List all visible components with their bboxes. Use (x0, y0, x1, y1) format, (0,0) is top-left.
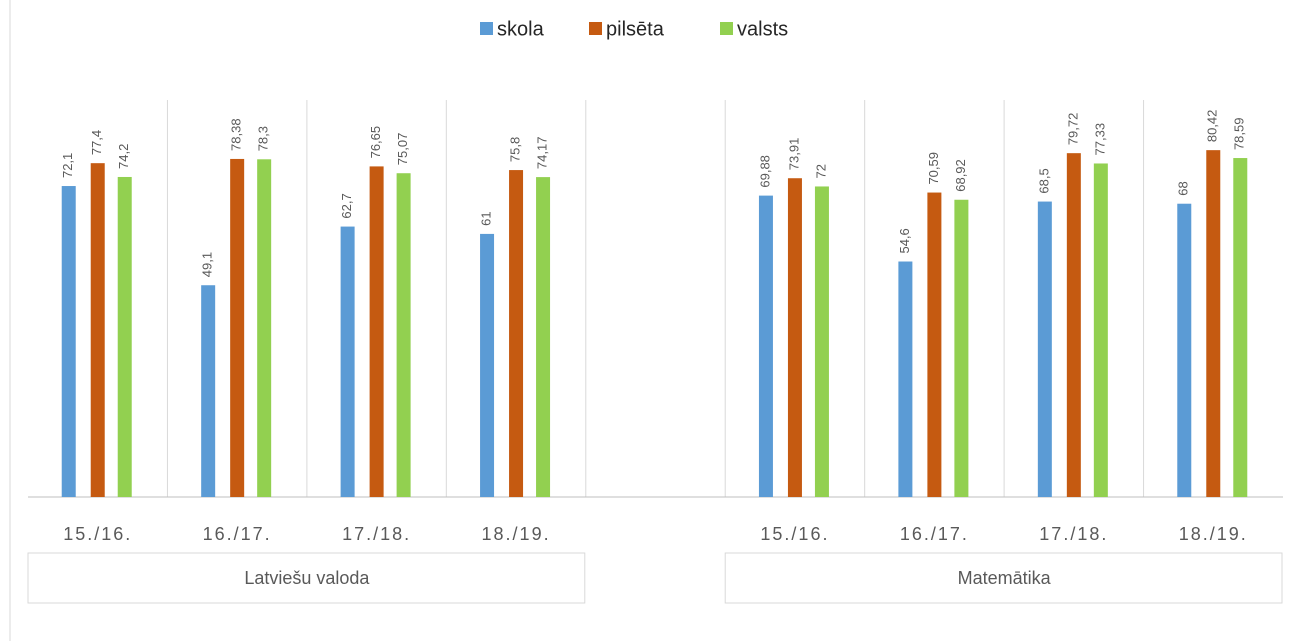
bar (1093, 163, 1108, 497)
bar (927, 192, 942, 497)
data-label: 75,07 (395, 133, 410, 166)
data-label: 77,4 (89, 130, 104, 155)
legend-swatch (720, 22, 733, 35)
data-label: 78,3 (256, 126, 271, 151)
data-label: 80,42 (1205, 110, 1220, 143)
bar (1066, 153, 1081, 497)
legend-swatch (589, 22, 602, 35)
bar (369, 166, 384, 497)
data-label: 54,6 (897, 228, 912, 253)
bar (340, 226, 355, 498)
bar (257, 159, 272, 497)
data-label: 78,38 (229, 118, 244, 151)
bar (201, 285, 216, 497)
bar (1177, 203, 1192, 497)
group-label: Matemātika (958, 568, 1052, 588)
bar (898, 261, 913, 497)
bar (61, 186, 76, 497)
data-label: 61 (478, 211, 493, 225)
bar (1037, 201, 1052, 497)
x-tick-label: 15./16. (760, 524, 829, 544)
bar (814, 186, 829, 498)
data-label: 69,88 (757, 155, 772, 188)
data-label: 73,91 (786, 138, 801, 171)
group-label: Latviešu valoda (244, 568, 370, 588)
bar (758, 195, 773, 498)
bar (509, 170, 524, 498)
legend-label: pilsēta (606, 18, 665, 40)
data-label: 79,72 (1065, 113, 1080, 146)
legend-label: valsts (737, 18, 788, 40)
x-tick-label: 17./18. (342, 524, 411, 544)
group-box (724, 552, 1283, 604)
x-tick-label: 18./19. (482, 524, 551, 544)
data-label: 77,33 (1092, 123, 1107, 156)
legend-swatch (480, 22, 493, 35)
legend-label: skola (497, 18, 545, 40)
bar (787, 178, 802, 497)
bar (230, 158, 245, 497)
data-label: 72 (813, 164, 828, 178)
bar (954, 199, 969, 497)
bar (536, 177, 551, 497)
data-label: 74,2 (116, 144, 131, 169)
bar (90, 163, 105, 497)
x-tick-label: 17./18. (1039, 524, 1108, 544)
bar (1233, 158, 1248, 498)
data-label: 78,59 (1232, 117, 1247, 150)
data-label: 70,59 (926, 152, 941, 185)
x-tick-label: 18./19. (1179, 524, 1248, 544)
x-tick-label: 15./16. (63, 524, 132, 544)
data-label: 68 (1176, 181, 1191, 195)
data-label: 74,17 (534, 137, 549, 170)
x-tick-label: 16./17. (203, 524, 272, 544)
data-label: 62,7 (339, 193, 354, 218)
data-label: 49,1 (200, 252, 215, 277)
bar (396, 173, 411, 497)
group-box (27, 552, 586, 604)
data-label: 75,8 (507, 137, 522, 162)
bar (117, 176, 132, 497)
data-label: 68,92 (953, 159, 968, 192)
x-tick-label: 16./17. (900, 524, 969, 544)
data-label: 68,5 (1036, 168, 1051, 193)
data-label: 76,65 (368, 126, 383, 159)
bar (480, 233, 495, 498)
data-label: 72,1 (60, 153, 75, 178)
bar (1206, 150, 1221, 497)
